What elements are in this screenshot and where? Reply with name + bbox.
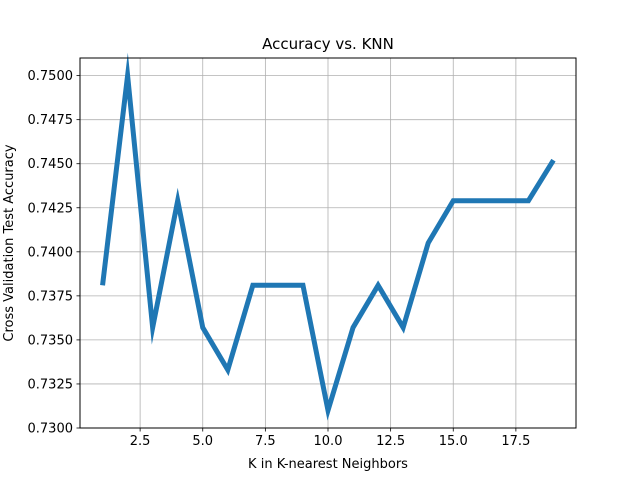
y-axis-label: Cross Validation Test Accuracy [2,144,17,341]
plot-lines [100,52,556,421]
x-axis-label: K in K-nearest Neighbors [248,457,408,472]
x-axis-ticks: 2.5 5.0 7.5 10.0 12.5 15.0 17.5 [130,428,530,449]
x-tick-label: 17.5 [501,434,530,449]
y-tick-label: 0.7450 [28,157,74,172]
x-tick-label: 2.5 [130,434,151,449]
grid [80,58,576,429]
x-tick-label: 12.5 [376,434,405,449]
chart-title: Accuracy vs. KNN [262,35,394,53]
y-tick-label: 0.7400 [28,245,74,260]
y-tick-label: 0.7375 [28,289,74,304]
y-tick-label: 0.7350 [28,333,74,348]
accuracy-line [100,52,556,421]
x-tick-label: 10.0 [314,434,343,449]
y-tick-label: 0.7300 [28,422,74,437]
y-tick-label: 0.7325 [28,377,74,392]
y-tick-label: 0.7475 [28,113,74,128]
x-tick-label: 15.0 [439,434,468,449]
y-tick-label: 0.7425 [28,201,74,216]
x-tick-label: 5.0 [192,434,213,449]
y-tick-label: 0.7500 [28,69,74,84]
x-tick-label: 7.5 [255,434,276,449]
y-axis-ticks: 0.7300 0.7325 0.7350 0.7375 0.7400 0.7425 0.74… [28,69,80,437]
